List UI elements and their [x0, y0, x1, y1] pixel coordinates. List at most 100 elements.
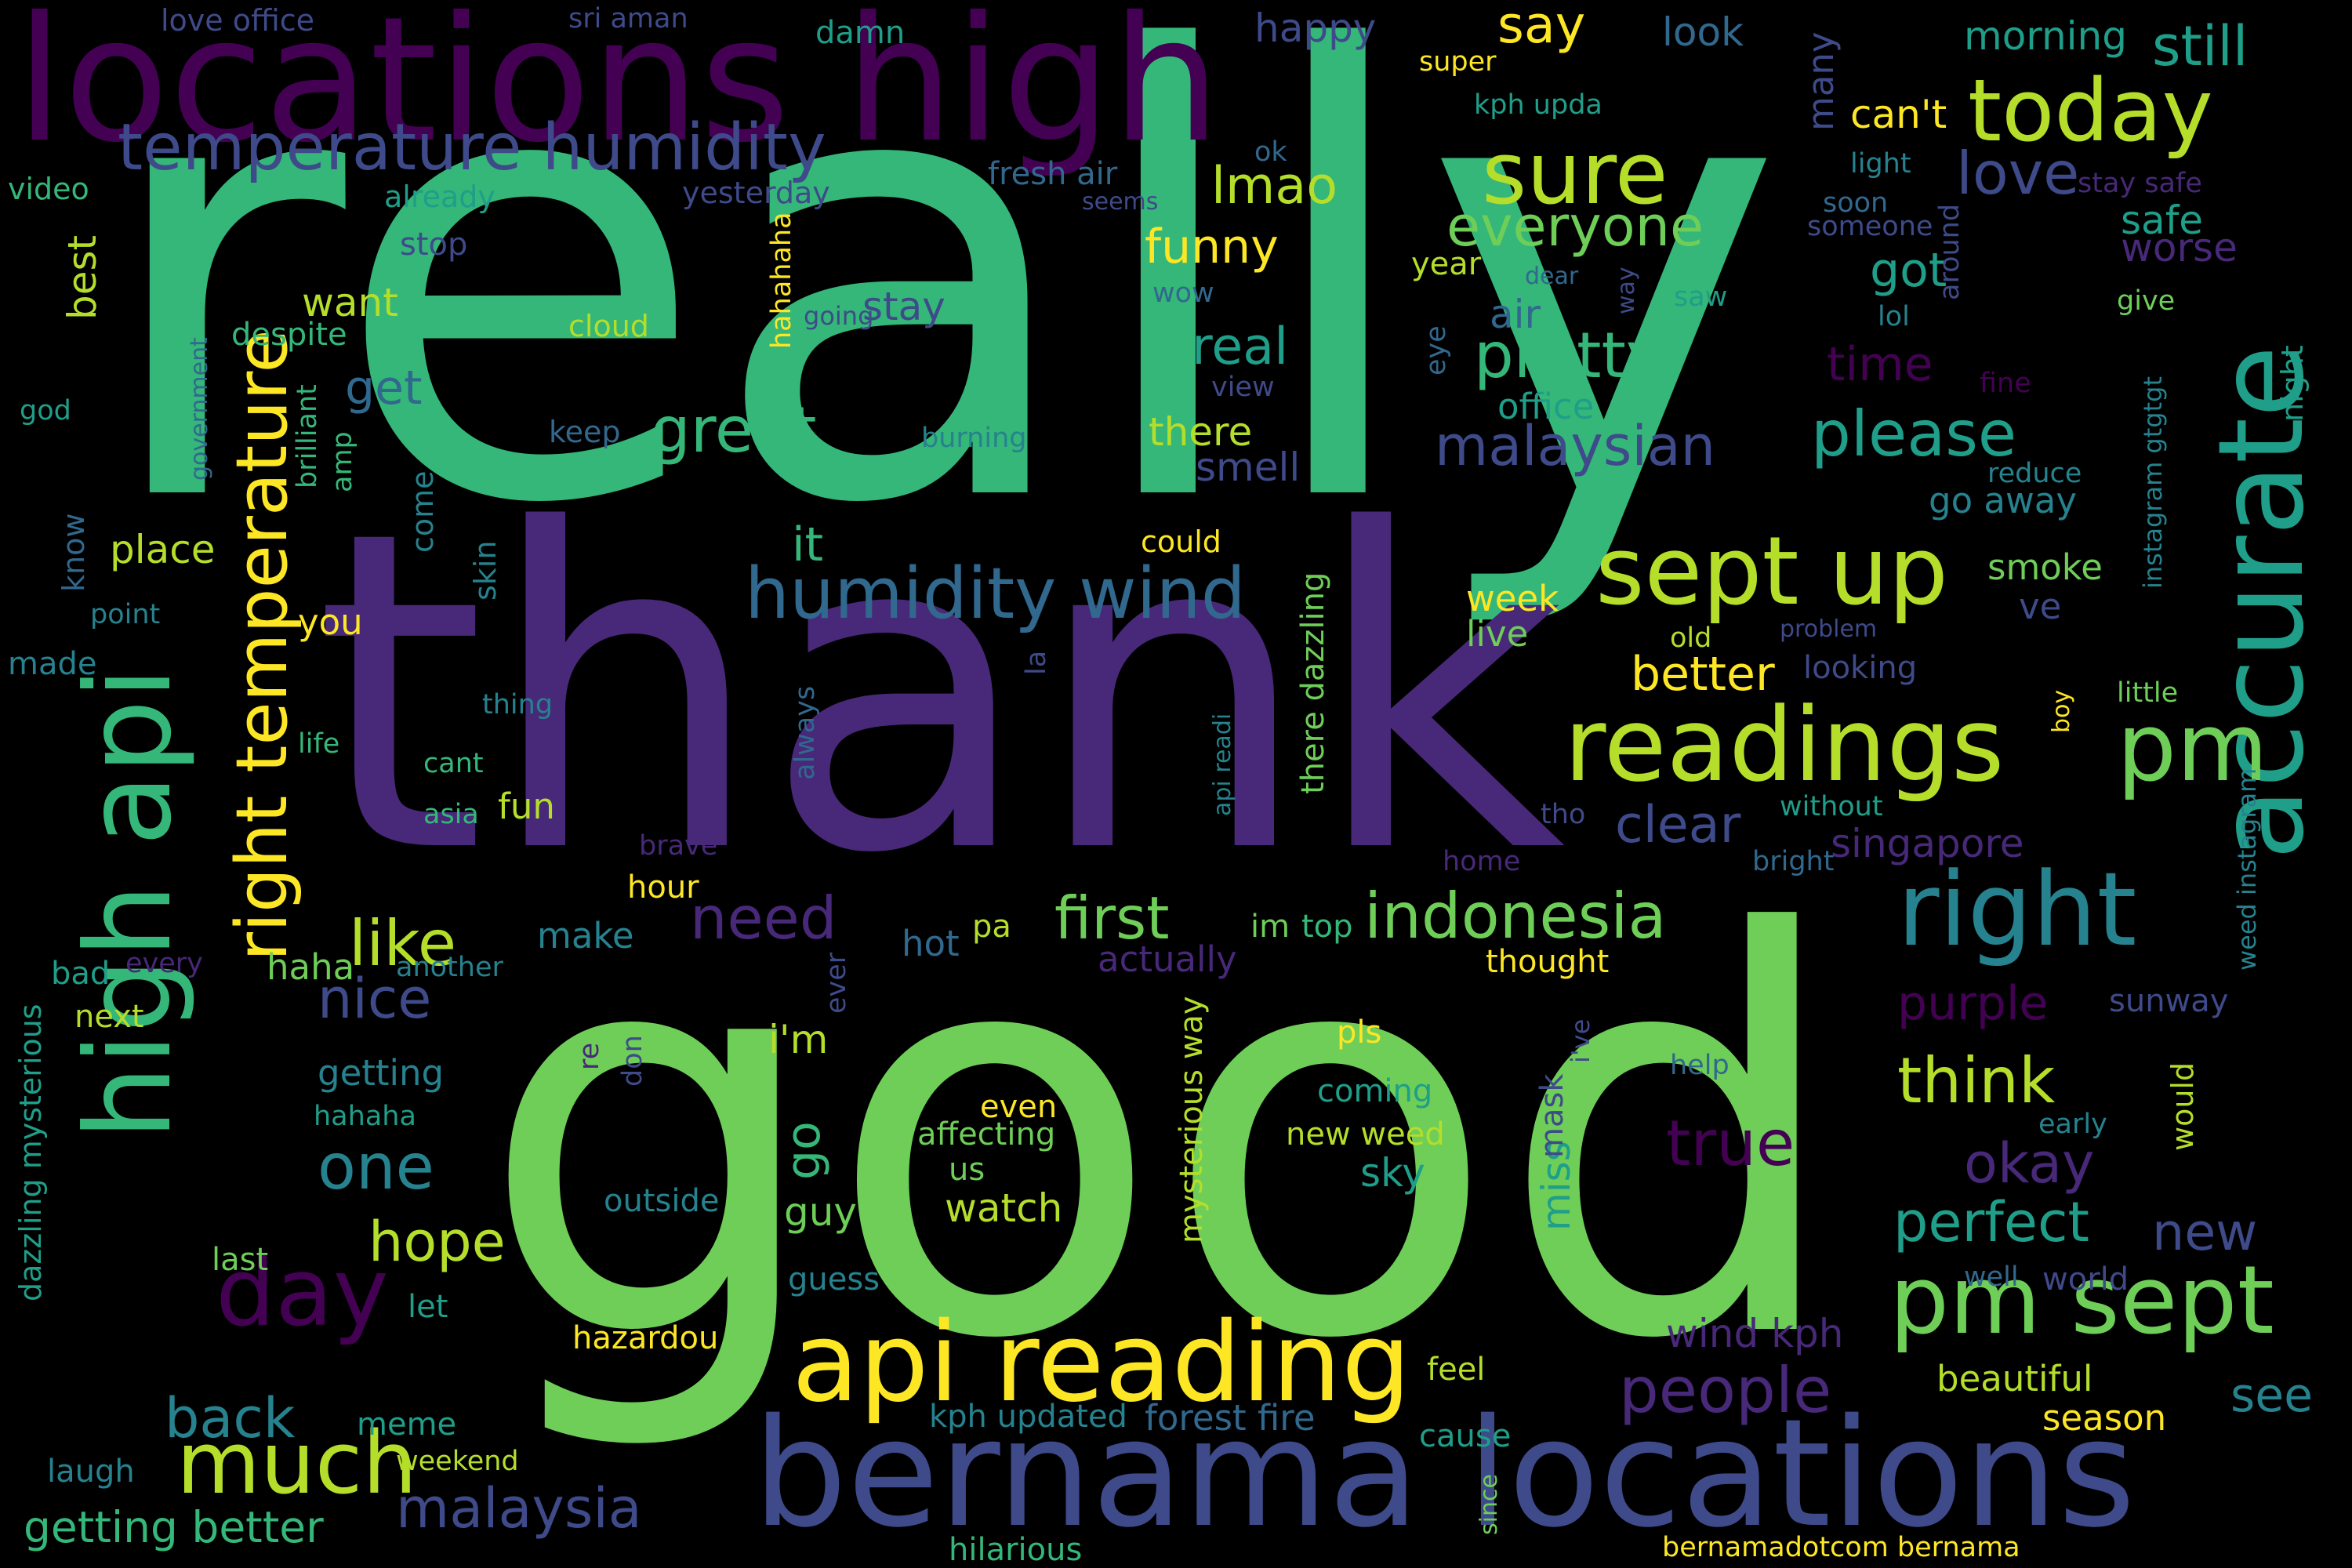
word-purple: purple — [1897, 976, 2049, 1032]
word-please: please — [1811, 397, 2017, 470]
word-getting-better: getting better — [24, 1501, 324, 1552]
word-actually: actually — [1098, 938, 1237, 981]
word-live: live — [1466, 613, 1529, 655]
word-amp: amp — [327, 431, 358, 492]
word-always: always — [789, 685, 821, 780]
word-temperature-humidity: temperature humidity — [118, 111, 826, 186]
word-re: re — [574, 1042, 605, 1070]
word-indonesia: indonesia — [1364, 879, 1667, 953]
word-pm-sept: pm sept — [1889, 1247, 2274, 1356]
word-beautiful: beautiful — [1936, 1358, 2093, 1400]
word-go-away: go away — [1929, 480, 2077, 522]
word-want: want — [302, 280, 398, 325]
word-little: little — [2117, 677, 2179, 710]
word-seems: seems — [1082, 187, 1159, 216]
word-reduce: reduce — [1987, 458, 2082, 490]
word-first: first — [1054, 884, 1170, 953]
word-day: day — [216, 1239, 389, 1348]
word-hazardou: hazardou — [572, 1319, 719, 1356]
word-nice: nice — [318, 967, 432, 1032]
word-lol: lol — [1878, 301, 1910, 333]
word-government: government — [186, 337, 213, 481]
word-right-temperature: right temperature — [221, 329, 303, 961]
word-asia: asia — [423, 799, 479, 831]
word-hope: hope — [368, 1210, 506, 1275]
word-keep: keep — [549, 414, 621, 449]
word-one: one — [318, 1130, 434, 1203]
word-go: go — [776, 1121, 831, 1180]
word-lmao: lmao — [1211, 156, 1338, 216]
word-api-readi: api readi — [1209, 713, 1236, 816]
word-better: better — [1631, 647, 1775, 702]
word-ever: ever — [821, 952, 852, 1014]
word-readings: readings — [1564, 684, 2005, 804]
word-going: going — [804, 301, 874, 332]
word-high-api: high api — [61, 666, 198, 1140]
word-everyone: everyone — [1446, 194, 1704, 260]
word-soon: soon — [1823, 187, 1889, 220]
word-sure: sure — [1482, 123, 1668, 224]
word-new: new — [2152, 1203, 2258, 1262]
word-don: don — [617, 1035, 648, 1087]
word-haha: haha — [267, 946, 355, 989]
word-looking: looking — [1803, 649, 1918, 686]
word-humidity-wind: humidity wind — [745, 552, 1246, 635]
word-instagram-gtgtgt: instagram gtgtgt — [2138, 376, 2168, 589]
word-wow: wow — [1152, 278, 1214, 310]
word-there-dazzling: there dazzling — [1295, 572, 1331, 794]
word-back: back — [165, 1386, 296, 1451]
word-singapore: singapore — [1831, 821, 2024, 866]
word-thought: thought — [1486, 943, 1610, 980]
word-ok: ok — [1254, 136, 1287, 169]
word-real: real — [1192, 317, 1289, 376]
word-stay-safe: stay safe — [2078, 168, 2202, 200]
word-hour: hour — [627, 869, 699, 906]
word-many: many — [1800, 31, 1842, 131]
word-there: there — [1149, 409, 1253, 455]
word-yesterday: yesterday — [682, 175, 830, 210]
word-you: you — [298, 601, 363, 644]
word-problem: problem — [1780, 615, 1878, 643]
word-mask: mask — [1534, 1073, 1570, 1158]
word-season: season — [2042, 1397, 2167, 1439]
word-thank: thank — [314, 438, 1566, 950]
word-sri-aman: sri aman — [568, 3, 688, 35]
word-way: way — [1613, 267, 1640, 314]
word-still: still — [2152, 14, 2249, 79]
word-malaysian: malaysian — [1435, 414, 1716, 479]
word-really: really — [94, 0, 1785, 637]
word-week: week — [1466, 578, 1559, 620]
word-help: help — [1670, 1050, 1730, 1082]
word-much: much — [176, 1413, 418, 1514]
word-guess: guess — [788, 1261, 880, 1298]
word-kph-updated: kph updated — [929, 1398, 1127, 1435]
word-world: world — [2042, 1261, 2129, 1298]
word-true: true — [1666, 1106, 1795, 1180]
word-dazzling-mysterious: dazzling mysterious — [13, 1004, 48, 1301]
word-brave: brave — [639, 830, 718, 862]
word-hahahaha: hahahaha — [766, 212, 797, 349]
word-need: need — [690, 884, 837, 953]
word-pls: pls — [1337, 1014, 1382, 1051]
word-right: right — [1897, 849, 2137, 969]
word-la: la — [1021, 650, 1052, 675]
word-give: give — [2117, 285, 2176, 318]
word-air: air — [1490, 292, 1541, 337]
word-eye: eye — [1421, 325, 1452, 376]
word-another: another — [396, 952, 503, 984]
word-getting: getting — [318, 1052, 445, 1094]
word-funny: funny — [1145, 220, 1279, 275]
word-already: already — [384, 179, 495, 214]
word-saw: saw — [1674, 281, 1728, 314]
word-got: got — [1870, 243, 1947, 299]
word-burning: burning — [921, 423, 1027, 455]
word-bernama-locations: bernama locations — [753, 1386, 2136, 1560]
word-look: look — [1662, 9, 1744, 55]
word-super: super — [1419, 46, 1497, 78]
word-love: love — [1956, 139, 2080, 208]
word-view: view — [1211, 372, 1275, 404]
word-would: would — [2165, 1062, 2200, 1151]
word-hot: hot — [902, 923, 960, 965]
word-boy: boy — [2048, 689, 2075, 733]
